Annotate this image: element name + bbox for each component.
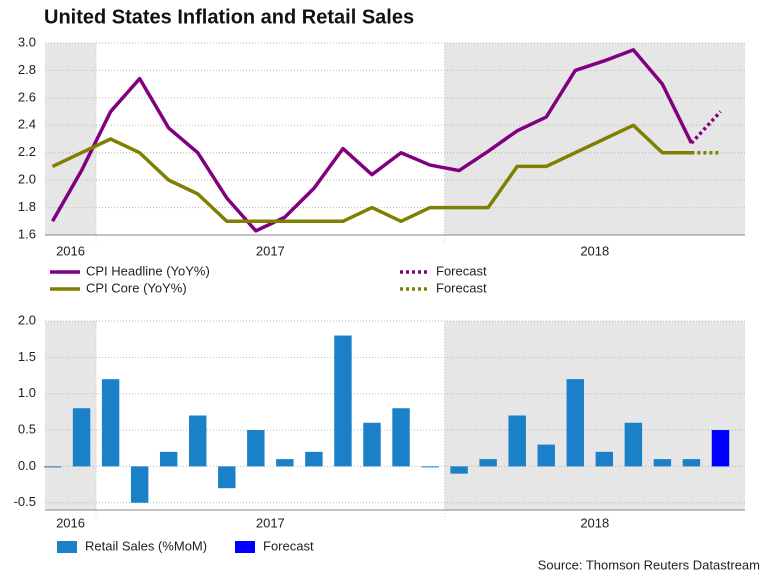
y-tick-label: 2.0: [18, 312, 36, 327]
y-tick-label: -0.5: [14, 494, 36, 509]
bar: [218, 466, 236, 489]
line-series: [690, 110, 722, 145]
legend-label: CPI Core (YoY%): [86, 280, 187, 295]
bar: [159, 451, 178, 467]
x-tick-label: 2016: [56, 515, 85, 530]
period-shade: [444, 321, 745, 510]
period-shade: [444, 43, 745, 235]
bar: [392, 408, 410, 467]
bar: [566, 379, 584, 467]
bar: [334, 335, 352, 467]
y-tick-label: 1.5: [18, 349, 36, 364]
bar: [305, 451, 323, 467]
legend-label: Forecast: [436, 263, 487, 278]
bar: [363, 422, 381, 467]
bar: [247, 430, 265, 467]
bar: [711, 430, 730, 467]
bar: [537, 444, 555, 467]
line-series: [51, 48, 694, 233]
y-tick-label: 2.0: [18, 172, 36, 187]
x-tick-label: 2017: [256, 243, 285, 258]
y-tick-label: 2.4: [18, 117, 36, 132]
source-note: Source: Thomson Reuters Datastream: [538, 557, 760, 572]
bar: [276, 459, 294, 467]
legend-label: Retail Sales (%MoM): [85, 538, 207, 553]
bar: [421, 466, 439, 468]
bar: [624, 422, 643, 467]
y-tick-label: 1.0: [18, 385, 36, 400]
legend-label: CPI Headline (YoY%): [86, 263, 210, 278]
x-tick-label: 2016: [56, 243, 85, 258]
legend-swatch: [235, 541, 255, 553]
bar: [479, 459, 497, 467]
line-series: [51, 123, 692, 224]
bar: [130, 466, 149, 503]
bar: [101, 379, 120, 467]
bar: [450, 466, 468, 474]
y-tick-label: 1.6: [18, 226, 36, 241]
bar: [43, 466, 62, 468]
legend-label: Forecast: [263, 538, 314, 553]
legend-label: Forecast: [436, 280, 487, 295]
y-tick-label: 0.5: [18, 421, 36, 436]
y-tick-label: 1.8: [18, 199, 36, 214]
y-tick-label: 3.0: [18, 34, 36, 49]
bar: [653, 459, 672, 467]
chart-title: United States Inflation and Retail Sales: [44, 6, 414, 28]
y-tick-label: 2.2: [18, 144, 36, 159]
bar: [508, 415, 526, 467]
bar: [595, 451, 614, 467]
y-tick-label: 2.8: [18, 62, 36, 77]
period-shade: [45, 43, 97, 235]
x-tick-label: 2018: [580, 243, 609, 258]
bar: [72, 408, 91, 467]
bar: [682, 459, 701, 467]
x-tick-label: 2017: [256, 515, 285, 530]
bar: [189, 415, 207, 467]
y-tick-label: 0.0: [18, 458, 36, 473]
legend-swatch: [57, 541, 77, 553]
x-tick-label: 2018: [580, 515, 609, 530]
y-tick-label: 2.6: [18, 89, 36, 104]
